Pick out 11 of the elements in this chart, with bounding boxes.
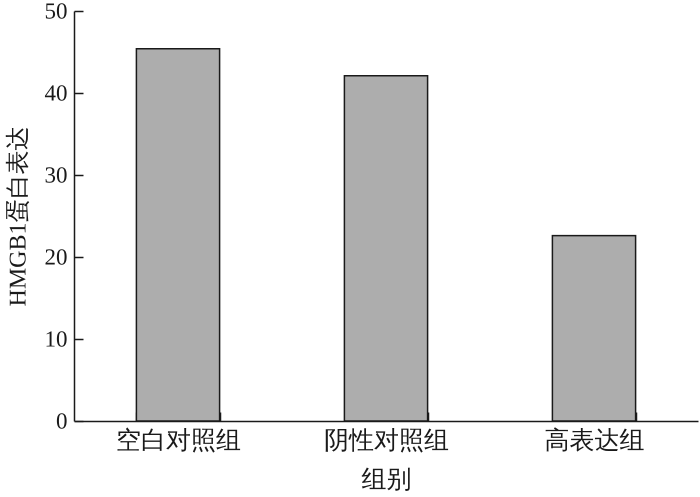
x-axis-title: 组别 [362,466,412,494]
y-tick-label: 10 [44,326,68,352]
y-tick-label: 0 [56,408,68,434]
y-tick-label: 50 [44,0,68,24]
y-tick-label: 40 [44,80,68,106]
x-tick-label: 空白对照组 [116,426,241,454]
x-tick-label: 阴性对照组 [324,428,449,454]
x-tick-label: 高表达组 [544,426,644,454]
y-tick-label: 30 [44,162,68,188]
y-tick-label: 20 [44,244,68,270]
y-axis-title: HMGB1蛋白表达 [6,126,32,307]
